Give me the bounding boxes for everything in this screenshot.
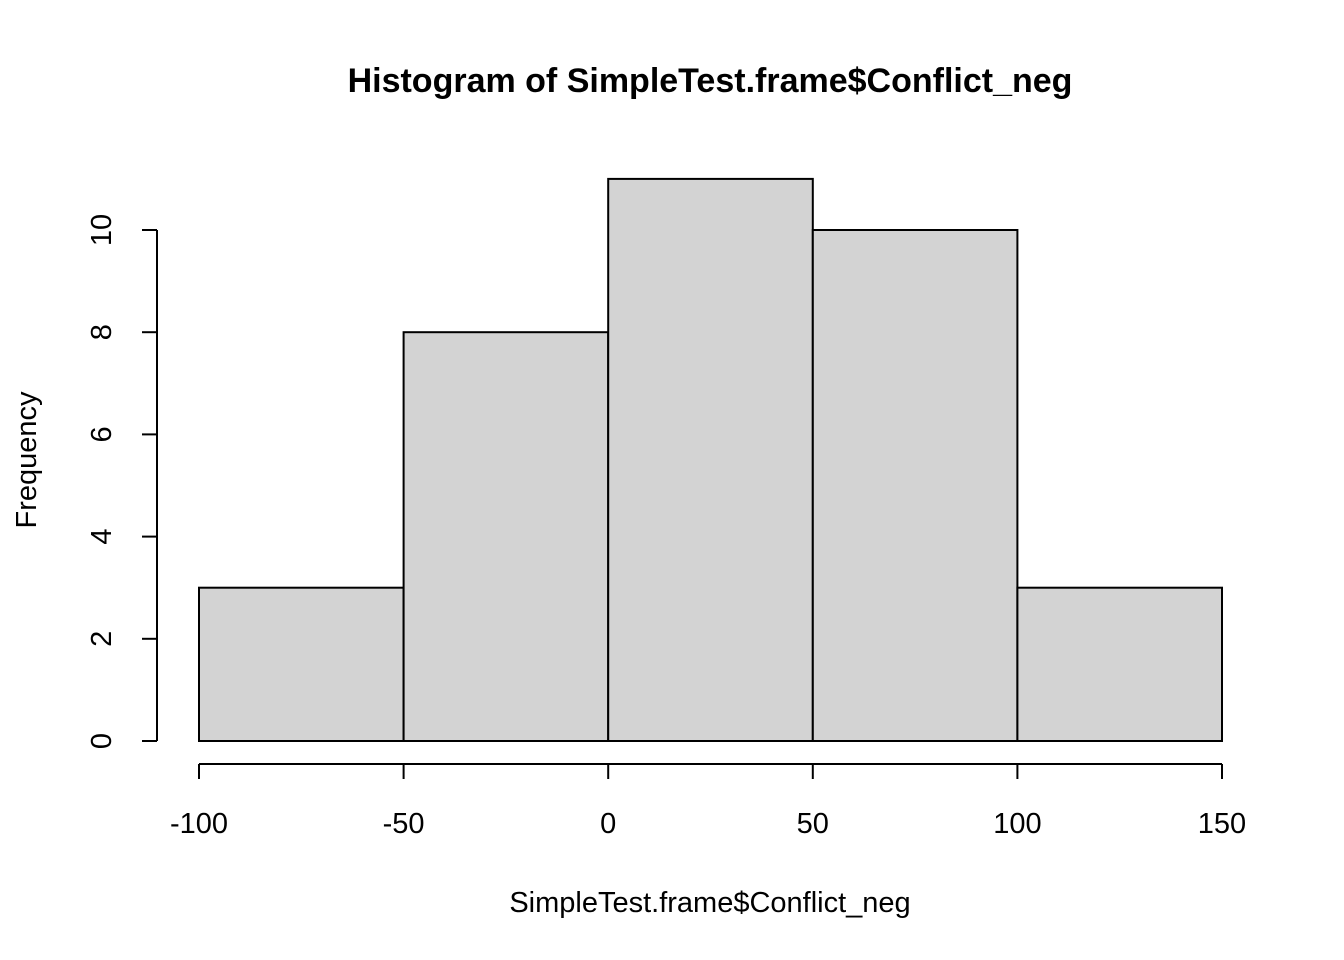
y-axis-label: Frequency	[11, 391, 43, 529]
x-tick-label: -100	[170, 808, 228, 840]
histogram-bar	[402, 331, 610, 742]
x-tick-label: 150	[1198, 808, 1246, 840]
histogram-bar	[811, 229, 1019, 742]
y-tick-label: 2	[86, 631, 118, 647]
x-tick-label: 50	[797, 808, 829, 840]
x-tick-label: 100	[993, 808, 1041, 840]
y-tick-label: 8	[86, 324, 118, 340]
x-tick-label: -50	[383, 808, 425, 840]
y-tick-label: 6	[86, 426, 118, 442]
histogram-bar	[198, 586, 405, 743]
histogram-bar	[1016, 586, 1224, 743]
x-tick-label: 0	[600, 808, 616, 840]
histogram-bar	[607, 177, 814, 742]
y-tick-label: 0	[86, 733, 118, 749]
y-axis: 0 2 4 6 8 10	[86, 214, 158, 749]
x-axis: -100 -50 0 50 100 150	[170, 763, 1246, 840]
x-axis-label: SimpleTest.frame$Conflict_neg	[509, 887, 910, 919]
chart-title: Histogram of SimpleTest.frame$Conflict_n…	[348, 62, 1073, 100]
y-tick-label: 4	[86, 529, 118, 545]
y-tick-label: 10	[86, 214, 118, 246]
bars-group	[198, 177, 1224, 743]
